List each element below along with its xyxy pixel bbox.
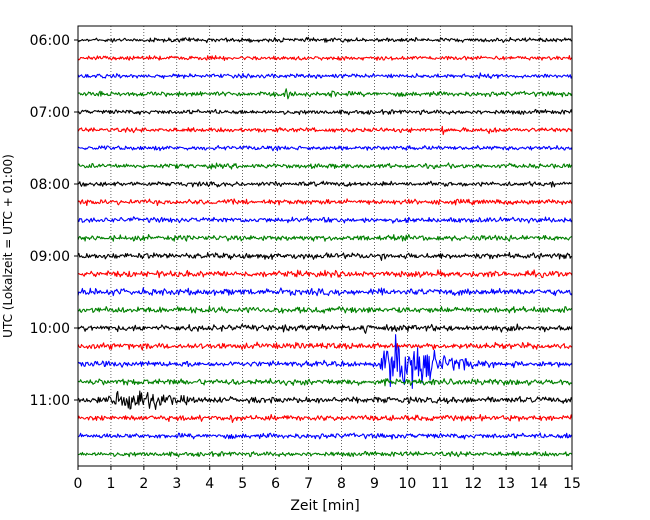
y-axis-ticks: 06:00 07:00 08:00 09:00 10:00 11:00 <box>30 33 78 409</box>
trace-line-1130 <box>77 432 573 440</box>
x-tick-label: 12 <box>464 476 482 492</box>
trace-line-1030 <box>77 334 573 389</box>
x-tick-label: 11 <box>431 476 449 492</box>
trace-line-0600 <box>77 36 573 44</box>
trace-line-0930 <box>77 287 573 297</box>
y-tick-label: 10:00 <box>30 321 70 337</box>
trace-line-0830 <box>77 216 573 224</box>
trace-line-1145 <box>77 450 573 458</box>
x-tick-label: 8 <box>337 476 346 492</box>
x-tick-label: 14 <box>530 476 548 492</box>
x-tick-label: 6 <box>271 476 280 492</box>
trace-line-1115 <box>77 413 573 423</box>
trace-line-0615 <box>77 55 573 62</box>
x-tick-label: 5 <box>238 476 247 492</box>
trace-line-0800 <box>77 180 573 188</box>
trace-line-0700 <box>77 108 573 116</box>
trace-line-0745 <box>77 162 573 170</box>
x-tick-label: 10 <box>398 476 416 492</box>
x-tick-label: 7 <box>304 476 313 492</box>
trace-line-1000 <box>77 323 573 334</box>
trace-line-0630 <box>77 72 573 79</box>
x-tick-label: 15 <box>563 476 581 492</box>
trace-line-0945 <box>77 305 573 314</box>
trace-line-0715 <box>77 125 573 136</box>
trace-line-0815 <box>77 198 573 207</box>
y-axis-label: UTC (Lokalzeit = UTC + 01:00) <box>1 154 15 338</box>
x-axis-label: Zeit [min] <box>290 498 359 514</box>
trace-line-1100 <box>77 390 573 410</box>
trace-line-1045 <box>77 377 573 387</box>
y-tick-label: 08:00 <box>30 177 70 193</box>
trace-line-0900 <box>77 251 573 261</box>
x-tick-label: 9 <box>370 476 379 492</box>
trace-line-1015 <box>77 341 573 351</box>
x-axis-ticks: 0 1 2 3 4 5 6 7 8 9 10 11 12 13 14 15 <box>74 466 581 492</box>
y-tick-label: 09:00 <box>30 249 70 265</box>
trace-line-0845 <box>77 233 573 242</box>
x-tick-label: 3 <box>172 476 181 492</box>
trace-group <box>77 36 573 458</box>
x-tick-label: 13 <box>497 476 515 492</box>
x-tick-label: 0 <box>74 476 83 492</box>
x-tick-label: 2 <box>139 476 148 492</box>
y-tick-label: 11:00 <box>30 393 70 409</box>
trace-line-0645 <box>78 88 573 100</box>
x-tick-label: 1 <box>106 476 115 492</box>
x-tick-label: 4 <box>205 476 214 492</box>
trace-line-0730 <box>77 145 573 152</box>
y-tick-label: 07:00 <box>30 105 70 121</box>
vertical-grid <box>110 26 540 466</box>
y-tick-label: 06:00 <box>30 33 70 49</box>
plot-frame <box>77 25 573 467</box>
trace-line-0915 <box>77 269 573 279</box>
